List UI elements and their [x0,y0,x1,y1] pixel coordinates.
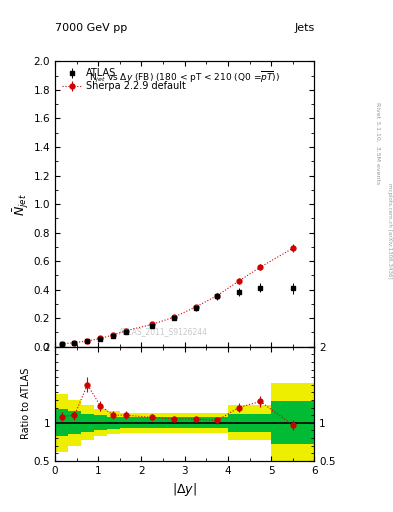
Text: ATLAS_2011_S9126244: ATLAS_2011_S9126244 [119,327,208,336]
Text: Rivet 3.1.10,  3.5M events: Rivet 3.1.10, 3.5M events [375,102,380,184]
X-axis label: $|\Delta y|$: $|\Delta y|$ [172,481,197,498]
Text: Jets: Jets [294,23,314,33]
Text: N$_{jet}$ vs $\Delta y$ (FB) (180 < pT < 210 (Q0 =$\overline{pT}$)): N$_{jet}$ vs $\Delta y$ (FB) (180 < pT <… [89,70,280,86]
Y-axis label: $\bar{N}_{jet}$: $\bar{N}_{jet}$ [11,193,31,216]
Y-axis label: Ratio to ATLAS: Ratio to ATLAS [21,368,31,439]
Text: mcplots.cern.ch [arXiv:1306.3436]: mcplots.cern.ch [arXiv:1306.3436] [387,183,391,278]
Text: 7000 GeV pp: 7000 GeV pp [55,23,127,33]
Legend: ATLAS, Sherpa 2.2.9 default: ATLAS, Sherpa 2.2.9 default [60,66,188,93]
